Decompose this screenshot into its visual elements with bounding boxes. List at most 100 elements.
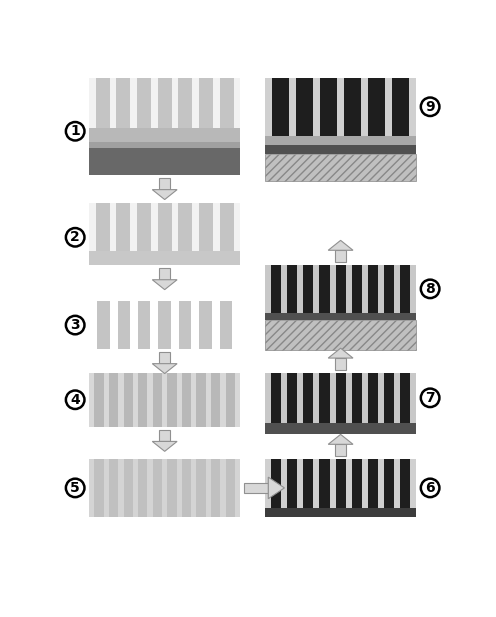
- Bar: [265, 313, 416, 320]
- Bar: [96, 204, 110, 251]
- Polygon shape: [152, 363, 177, 373]
- Bar: [352, 265, 362, 313]
- Bar: [244, 483, 268, 493]
- Bar: [400, 459, 410, 517]
- Bar: [158, 78, 172, 128]
- Bar: [89, 148, 240, 175]
- Bar: [89, 142, 240, 148]
- Circle shape: [66, 122, 84, 141]
- Bar: [96, 78, 110, 128]
- Text: 5: 5: [70, 481, 80, 495]
- Bar: [304, 373, 313, 423]
- Bar: [336, 459, 346, 517]
- Bar: [336, 265, 346, 313]
- Bar: [220, 204, 234, 251]
- Bar: [368, 459, 378, 517]
- Bar: [89, 204, 240, 265]
- Bar: [384, 459, 394, 517]
- Bar: [137, 204, 151, 251]
- Bar: [296, 78, 313, 136]
- Text: 1: 1: [70, 124, 80, 138]
- Bar: [319, 373, 329, 423]
- Bar: [94, 373, 104, 427]
- Text: 4: 4: [70, 393, 80, 407]
- Bar: [89, 78, 240, 128]
- Bar: [94, 459, 104, 517]
- Bar: [159, 301, 171, 349]
- Bar: [138, 373, 147, 427]
- Bar: [265, 423, 416, 434]
- Bar: [159, 352, 171, 363]
- Bar: [265, 459, 416, 517]
- Text: 9: 9: [425, 100, 435, 114]
- Bar: [109, 373, 118, 427]
- Bar: [304, 265, 313, 313]
- Bar: [272, 78, 289, 136]
- Bar: [265, 320, 416, 350]
- Bar: [352, 459, 362, 517]
- Circle shape: [421, 97, 439, 116]
- Bar: [158, 204, 172, 251]
- Polygon shape: [328, 241, 353, 251]
- Bar: [159, 268, 171, 280]
- Bar: [304, 459, 313, 517]
- Bar: [117, 78, 130, 128]
- Text: 6: 6: [425, 481, 435, 495]
- Bar: [167, 459, 177, 517]
- Bar: [320, 78, 337, 136]
- Bar: [287, 373, 297, 423]
- Bar: [265, 508, 416, 517]
- Bar: [400, 265, 410, 313]
- Bar: [159, 430, 171, 441]
- Bar: [199, 204, 213, 251]
- Text: 3: 3: [70, 318, 80, 332]
- Circle shape: [66, 228, 84, 247]
- Bar: [196, 373, 206, 427]
- Bar: [271, 373, 281, 423]
- Bar: [368, 265, 378, 313]
- Bar: [199, 78, 213, 128]
- Text: 8: 8: [425, 282, 435, 296]
- Bar: [196, 459, 206, 517]
- Bar: [138, 459, 147, 517]
- Bar: [336, 373, 346, 423]
- Bar: [335, 444, 346, 456]
- Circle shape: [66, 316, 84, 334]
- Circle shape: [421, 389, 439, 407]
- Bar: [265, 78, 416, 136]
- Bar: [137, 78, 151, 128]
- Bar: [226, 459, 235, 517]
- Bar: [97, 301, 110, 349]
- Bar: [153, 459, 162, 517]
- Bar: [265, 154, 416, 181]
- Bar: [118, 301, 130, 349]
- Bar: [287, 265, 297, 313]
- Text: 7: 7: [425, 391, 435, 405]
- Text: 2: 2: [70, 230, 80, 244]
- Bar: [220, 78, 234, 128]
- Bar: [211, 459, 220, 517]
- Bar: [392, 78, 409, 136]
- Bar: [265, 265, 416, 313]
- Bar: [89, 78, 240, 128]
- Bar: [89, 204, 240, 251]
- Polygon shape: [152, 280, 177, 289]
- Circle shape: [66, 391, 84, 409]
- Polygon shape: [152, 189, 177, 199]
- Bar: [335, 358, 346, 370]
- Bar: [384, 265, 394, 313]
- Polygon shape: [328, 434, 353, 444]
- Bar: [89, 373, 240, 427]
- Bar: [179, 301, 191, 349]
- Circle shape: [66, 479, 84, 497]
- Bar: [89, 251, 240, 265]
- Bar: [138, 301, 150, 349]
- Bar: [124, 459, 133, 517]
- Bar: [400, 373, 410, 423]
- Bar: [319, 265, 329, 313]
- Bar: [117, 204, 130, 251]
- Bar: [384, 373, 394, 423]
- Bar: [368, 78, 385, 136]
- Bar: [220, 301, 232, 349]
- Bar: [159, 178, 171, 189]
